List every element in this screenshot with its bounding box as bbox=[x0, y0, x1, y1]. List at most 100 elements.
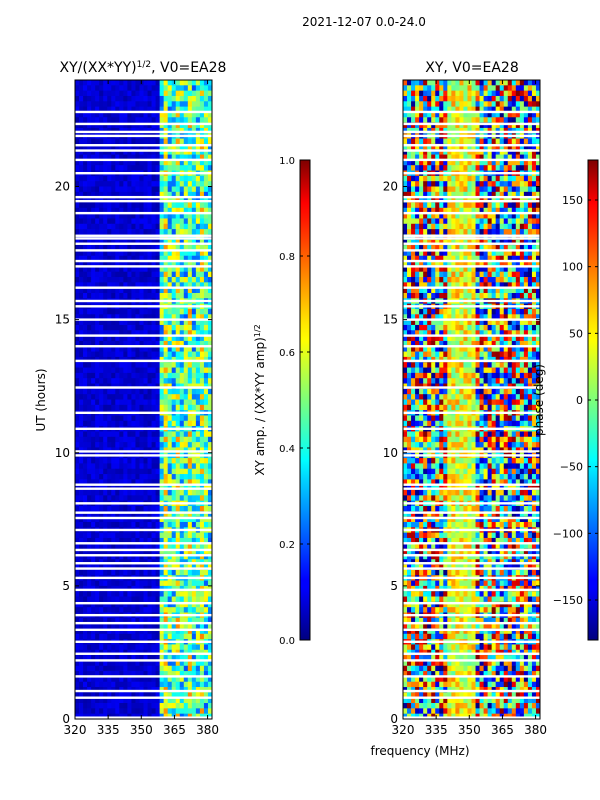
heatmap-cell bbox=[127, 101, 132, 108]
heatmap-cell bbox=[403, 143, 408, 150]
heatmap-cell bbox=[139, 516, 144, 523]
heatmap-cell bbox=[467, 202, 472, 209]
heatmap-cell bbox=[167, 378, 173, 384]
heatmap-cell bbox=[191, 149, 197, 155]
heatmap-cell bbox=[111, 692, 116, 699]
heatmap-cell bbox=[155, 255, 161, 262]
heatmap-cell bbox=[175, 532, 181, 539]
heatmap-cell bbox=[199, 388, 205, 395]
heatmap-cell bbox=[79, 548, 84, 555]
heatmap-cell bbox=[459, 101, 464, 108]
heatmap-cell bbox=[435, 106, 440, 113]
heatmap-cell bbox=[187, 250, 193, 257]
heatmap-cell bbox=[147, 474, 152, 480]
heatmap-cell bbox=[207, 378, 213, 384]
heatmap-cell bbox=[511, 138, 517, 145]
heatmap-cell bbox=[87, 591, 92, 597]
heatmap-cell bbox=[195, 324, 201, 331]
heatmap-cell bbox=[459, 80, 464, 86]
heatmap-cell bbox=[119, 644, 124, 651]
heatmap-cell bbox=[431, 101, 436, 108]
heatmap-cell bbox=[191, 229, 197, 235]
heatmap-cell bbox=[199, 617, 205, 624]
heatmap-cell bbox=[119, 468, 124, 475]
heatmap-cell bbox=[147, 277, 152, 283]
heatmap-cell bbox=[471, 111, 476, 118]
heatmap-cell bbox=[471, 117, 476, 124]
heatmap-cell bbox=[87, 117, 92, 124]
heatmap-cell bbox=[95, 468, 100, 475]
heatmap-cell bbox=[83, 287, 88, 294]
heatmap-cell bbox=[103, 511, 108, 518]
heatmap-cell bbox=[103, 495, 108, 502]
heatmap-cell bbox=[519, 143, 525, 150]
heatmap-cell bbox=[199, 474, 205, 480]
heatmap-cell bbox=[151, 420, 156, 427]
heatmap-cell bbox=[123, 266, 128, 273]
heatmap-cell bbox=[95, 495, 100, 502]
heatmap-cell bbox=[135, 154, 140, 161]
heatmap-cell bbox=[79, 543, 84, 550]
heatmap-cell bbox=[191, 245, 197, 251]
heatmap-cell bbox=[171, 458, 177, 464]
heatmap-cell bbox=[143, 490, 148, 496]
heatmap-cell bbox=[159, 324, 165, 331]
heatmap-cell bbox=[191, 553, 197, 560]
heatmap-cell bbox=[151, 617, 156, 624]
heatmap-cell bbox=[183, 628, 189, 635]
heatmap-cell bbox=[431, 90, 436, 97]
heatmap-cell bbox=[183, 474, 189, 480]
heatmap-cell bbox=[503, 143, 509, 150]
heatmap-cell bbox=[139, 218, 144, 225]
heatmap-cell bbox=[131, 207, 136, 214]
heatmap-cell bbox=[115, 314, 120, 321]
heatmap-cell bbox=[407, 106, 412, 113]
heatmap-cell bbox=[127, 90, 132, 97]
heatmap-cell bbox=[103, 665, 108, 672]
heatmap-cell bbox=[515, 85, 521, 92]
heatmap-cell bbox=[427, 106, 432, 113]
heatmap-cell bbox=[115, 319, 120, 326]
heatmap-cell bbox=[527, 149, 533, 155]
y-tick-label: 20 bbox=[55, 180, 70, 194]
heatmap-cell bbox=[467, 186, 472, 193]
heatmap-cell bbox=[159, 628, 165, 635]
heatmap-cell bbox=[127, 404, 132, 411]
flagged-row bbox=[75, 345, 212, 348]
heatmap-cell bbox=[95, 676, 100, 683]
heatmap-cell bbox=[79, 106, 84, 113]
heatmap-cell bbox=[163, 340, 169, 347]
heatmap-cell bbox=[75, 266, 80, 273]
heatmap-cell bbox=[171, 623, 177, 629]
heatmap-cell bbox=[87, 420, 92, 427]
flagged-row bbox=[75, 601, 212, 605]
heatmap-cell bbox=[99, 213, 104, 219]
heatmap-cell bbox=[95, 506, 100, 512]
heatmap-cell bbox=[191, 314, 197, 321]
heatmap-cell bbox=[207, 537, 213, 544]
heatmap-cell bbox=[123, 277, 128, 283]
heatmap-cell bbox=[199, 569, 205, 576]
heatmap-cell bbox=[175, 143, 181, 150]
heatmap-cell bbox=[123, 623, 128, 629]
heatmap-cell bbox=[131, 154, 136, 161]
heatmap-cell bbox=[407, 111, 412, 118]
heatmap-cell bbox=[111, 676, 116, 683]
heatmap-cell bbox=[175, 362, 181, 368]
heatmap-cell bbox=[99, 415, 104, 422]
heatmap-cell bbox=[123, 287, 128, 294]
heatmap-cell bbox=[431, 143, 436, 150]
heatmap-cell bbox=[183, 442, 189, 448]
heatmap-cell bbox=[143, 308, 148, 315]
heatmap-cell bbox=[127, 250, 132, 257]
heatmap-cell bbox=[183, 122, 189, 129]
heatmap-cell bbox=[455, 186, 460, 193]
heatmap-cell bbox=[79, 676, 84, 683]
heatmap-cell bbox=[475, 202, 480, 209]
heatmap-cell bbox=[143, 122, 148, 129]
heatmap-cell bbox=[83, 495, 88, 502]
heatmap-cell bbox=[155, 90, 161, 97]
heatmap-cell bbox=[111, 266, 116, 273]
heatmap-cell bbox=[175, 218, 181, 225]
heatmap-cell bbox=[459, 117, 464, 124]
